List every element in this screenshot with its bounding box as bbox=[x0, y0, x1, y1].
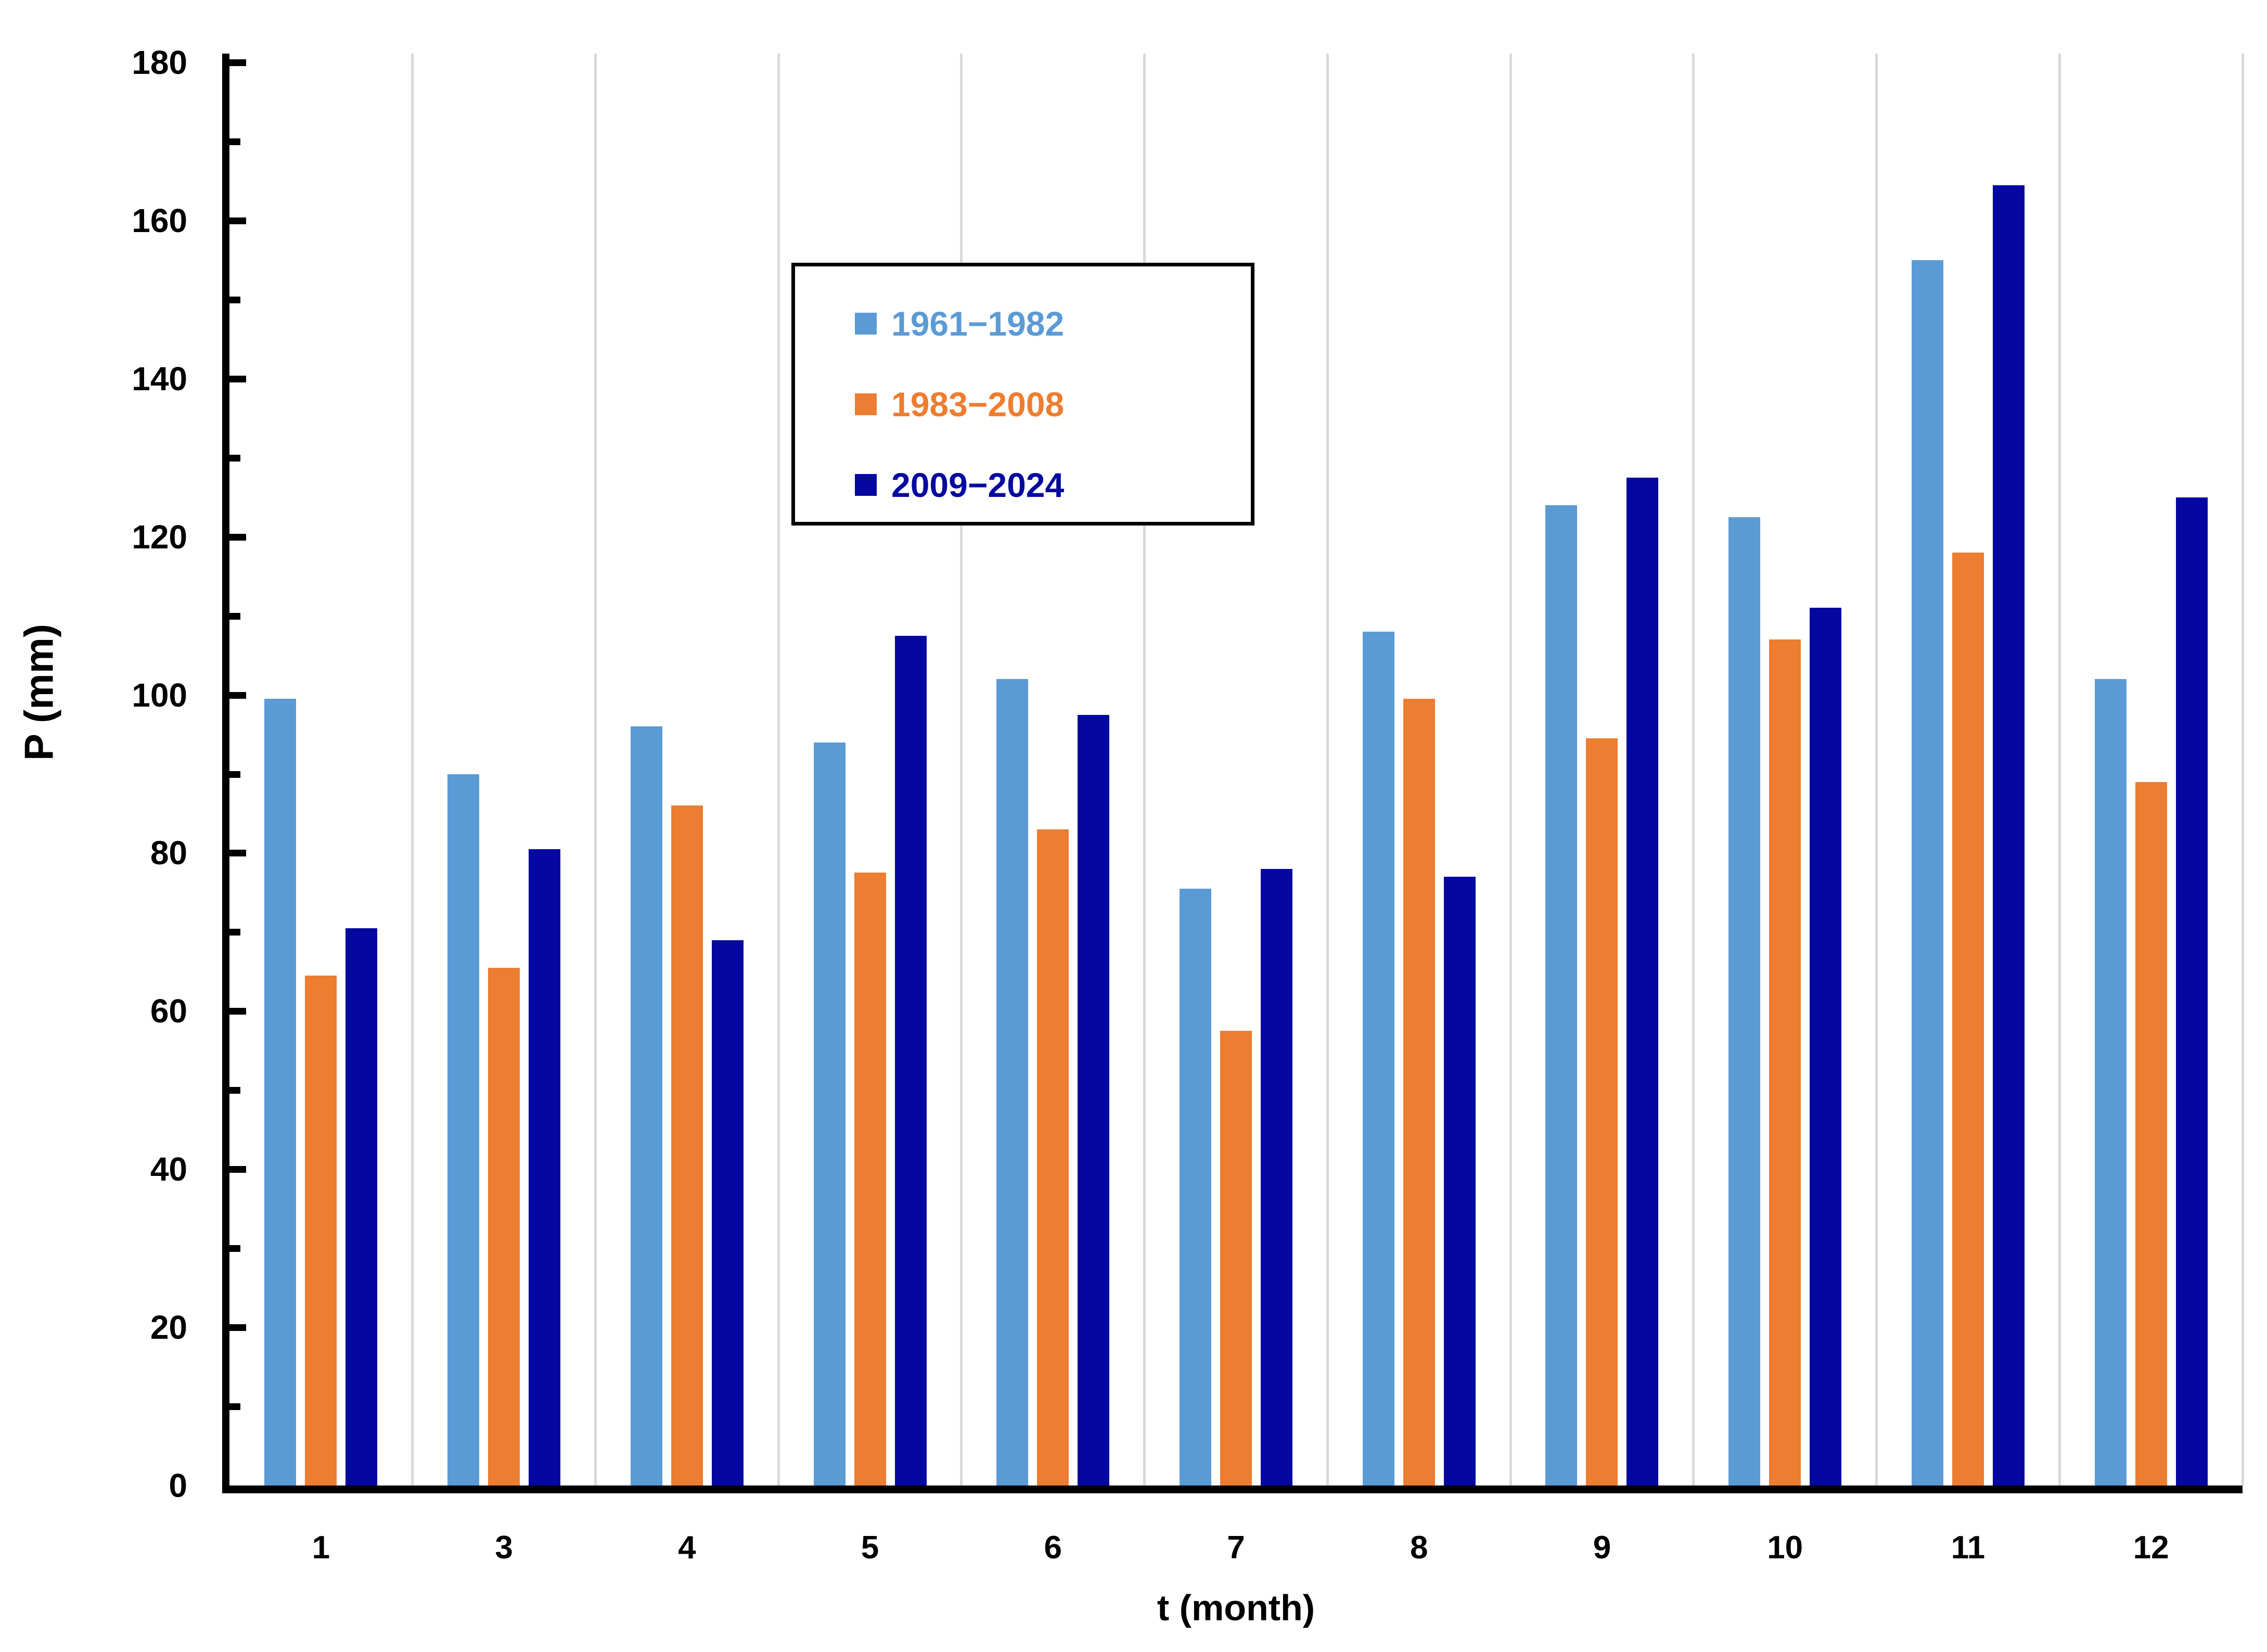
y-tick-label: 120 bbox=[132, 518, 187, 556]
y-tick-label: 140 bbox=[132, 360, 187, 398]
x-axis-line bbox=[222, 1485, 2243, 1493]
y-major-tick bbox=[229, 217, 246, 224]
category-gridline bbox=[594, 54, 597, 1485]
y-tick-label: 160 bbox=[132, 201, 187, 239]
legend-item: 1961−1982 bbox=[855, 304, 1065, 343]
legend-swatch-series2 bbox=[855, 393, 877, 415]
bar-2009−2024-month-9 bbox=[1626, 477, 1659, 1485]
bar-2009−2024-month-5 bbox=[894, 635, 927, 1485]
y-minor-tick bbox=[229, 771, 240, 778]
legend-swatch-series1 bbox=[855, 313, 877, 335]
bar-2009−2024-month-4 bbox=[711, 940, 744, 1485]
bar-1983−2008-month-4 bbox=[671, 805, 703, 1485]
y-minor-tick bbox=[229, 138, 240, 145]
category-gridline bbox=[1509, 54, 1512, 1485]
bar-1983−2008-month-10 bbox=[1769, 639, 1801, 1485]
bar-1961−1982-month-3 bbox=[447, 774, 480, 1485]
x-tick-label: 6 bbox=[1044, 1530, 1062, 1566]
y-major-tick bbox=[229, 1166, 246, 1173]
bar-1983−2008-month-9 bbox=[1586, 738, 1618, 1485]
y-tick-label: 20 bbox=[150, 1309, 187, 1347]
bar-1961−1982-month-9 bbox=[1545, 505, 1578, 1485]
y-tick-label: 100 bbox=[132, 676, 187, 714]
bar-2009−2024-month-10 bbox=[1810, 608, 1842, 1485]
bar-2009−2024-month-8 bbox=[1443, 877, 1476, 1485]
bar-2009−2024-month-6 bbox=[1078, 714, 1110, 1485]
x-tick-label: 7 bbox=[1227, 1530, 1245, 1566]
category-gridline bbox=[960, 54, 963, 1485]
legend: 1961−1982 1983−2008 2009−2024 bbox=[791, 263, 1254, 526]
bar-1961−1982-month-7 bbox=[1180, 888, 1211, 1485]
category-gridline bbox=[411, 54, 414, 1485]
y-minor-tick bbox=[229, 1087, 240, 1094]
bar-1983−2008-month-7 bbox=[1220, 1031, 1252, 1485]
category-gridline bbox=[777, 54, 780, 1485]
y-minor-tick bbox=[229, 296, 240, 303]
legend-label-series3: 2009−2024 bbox=[891, 466, 1065, 504]
legend-swatch-series3 bbox=[855, 474, 877, 496]
bar-2009−2024-month-12 bbox=[2175, 497, 2208, 1485]
x-tick-label: 11 bbox=[1951, 1530, 1986, 1566]
y-tick-label: 0 bbox=[169, 1467, 187, 1504]
legend-item: 2009−2024 bbox=[855, 466, 1065, 504]
bar-1983−2008-month-12 bbox=[2135, 782, 2167, 1485]
bar-2009−2024-month-7 bbox=[1261, 868, 1292, 1485]
bar-2009−2024-month-3 bbox=[529, 849, 561, 1485]
category-gridline bbox=[1875, 54, 1878, 1485]
category-gridline bbox=[2241, 54, 2244, 1485]
y-tick-label: 40 bbox=[150, 1150, 187, 1188]
y-major-tick bbox=[229, 59, 246, 66]
x-tick-label: 8 bbox=[1410, 1530, 1428, 1566]
y-minor-tick bbox=[229, 612, 240, 620]
legend-label-series1: 1961−1982 bbox=[891, 304, 1065, 343]
category-gridline bbox=[1692, 54, 1695, 1485]
x-tick-label: 9 bbox=[1593, 1530, 1611, 1566]
bar-1983−2008-month-6 bbox=[1037, 829, 1069, 1485]
y-tick-label: 60 bbox=[150, 992, 187, 1030]
y-tick-label: 80 bbox=[150, 834, 187, 872]
y-major-tick bbox=[229, 1008, 246, 1015]
bar-1961−1982-month-1 bbox=[264, 699, 297, 1485]
category-gridline bbox=[1143, 54, 1146, 1485]
x-tick-label: 10 bbox=[1767, 1530, 1803, 1566]
legend-item: 1983−2008 bbox=[855, 385, 1065, 424]
x-tick-label: 12 bbox=[2133, 1530, 2169, 1566]
y-major-tick bbox=[229, 533, 246, 541]
bar-1961−1982-month-6 bbox=[996, 679, 1029, 1485]
y-major-tick bbox=[229, 375, 246, 382]
bar-1961−1982-month-12 bbox=[2094, 679, 2127, 1485]
bar-1983−2008-month-5 bbox=[854, 873, 886, 1485]
y-major-tick bbox=[229, 691, 246, 699]
x-tick-label: 5 bbox=[861, 1530, 879, 1566]
y-axis-line bbox=[222, 54, 229, 1493]
bar-2009−2024-month-1 bbox=[345, 928, 378, 1485]
x-tick-label: 3 bbox=[495, 1530, 513, 1566]
category-gridline bbox=[1326, 54, 1329, 1485]
bar-1983−2008-month-1 bbox=[305, 975, 337, 1485]
category-gridline bbox=[2058, 54, 2061, 1485]
bar-1961−1982-month-5 bbox=[813, 742, 846, 1485]
y-minor-tick bbox=[229, 1245, 240, 1252]
y-tick-label: 180 bbox=[132, 44, 187, 81]
y-minor-tick bbox=[229, 929, 240, 936]
y-minor-tick bbox=[229, 454, 240, 462]
bar-1983−2008-month-11 bbox=[1952, 553, 1984, 1485]
y-major-tick bbox=[229, 850, 246, 857]
bar-1961−1982-month-8 bbox=[1362, 632, 1394, 1485]
legend-label-series2: 1983−2008 bbox=[891, 385, 1065, 424]
bar-2009−2024-month-11 bbox=[1992, 185, 2025, 1485]
y-minor-tick bbox=[229, 1403, 240, 1411]
bar-1961−1982-month-4 bbox=[630, 726, 662, 1485]
bar-1961−1982-month-11 bbox=[1911, 260, 1943, 1485]
bar-1983−2008-month-3 bbox=[488, 967, 520, 1485]
x-axis-title: t (month) bbox=[1157, 1587, 1315, 1628]
y-major-tick bbox=[229, 1324, 246, 1331]
x-tick-label: 4 bbox=[678, 1530, 696, 1566]
x-tick-label: 1 bbox=[312, 1530, 330, 1566]
bar-1961−1982-month-10 bbox=[1728, 517, 1761, 1485]
bar-1983−2008-month-8 bbox=[1403, 699, 1435, 1485]
